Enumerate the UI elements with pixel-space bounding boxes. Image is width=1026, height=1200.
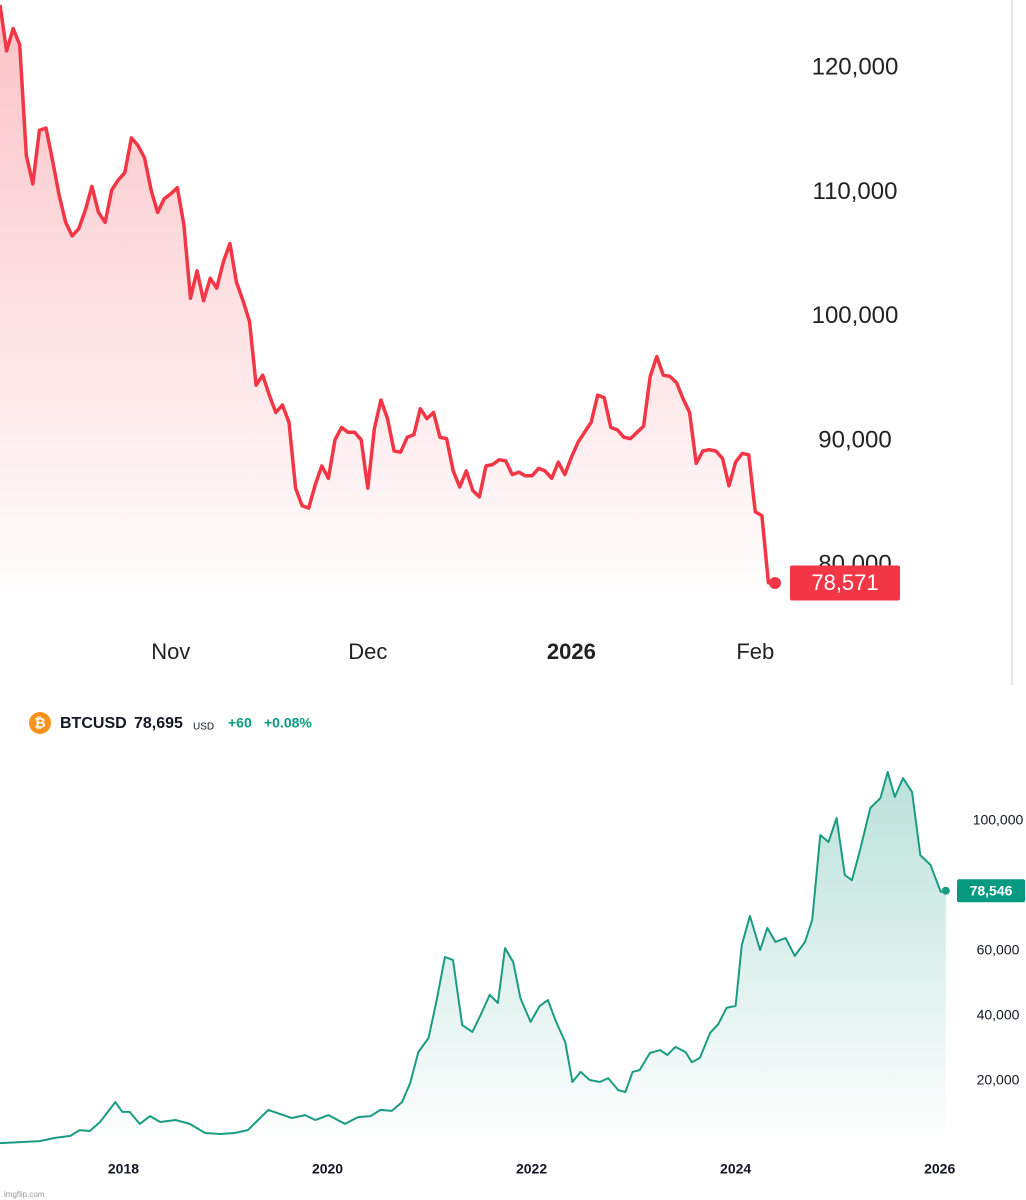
last-price-box	[957, 879, 1025, 903]
y-tick-label: 100,000	[973, 812, 1024, 828]
x-tick-label: Nov	[151, 639, 190, 664]
y-tick-label: 60,000	[977, 942, 1020, 958]
y-tick-label: 120,000	[812, 54, 899, 81]
x-tick-label: Feb	[736, 639, 774, 664]
price: 78,695	[134, 715, 183, 732]
price-line	[0, 770, 947, 1145]
y-tick-label: 40,000	[977, 1007, 1020, 1023]
bitcoin-glyph: ₿	[34, 715, 45, 731]
last-price-label: 78,546	[970, 882, 1013, 898]
last-price-label: 78,571	[811, 570, 878, 595]
currency: USD	[193, 722, 214, 733]
x-tick-label: 2022	[516, 1161, 547, 1177]
x-tick-label: 2024	[720, 1161, 751, 1177]
y-tick-label: 100,000	[812, 302, 899, 329]
last-price-dot	[769, 577, 781, 590]
area-fill	[0, 5, 775, 610]
x-tick-label: 2026	[547, 639, 596, 664]
area-fill	[0, 771, 946, 1146]
symbol: BTCUSD	[60, 715, 127, 732]
last-price-box	[790, 565, 900, 601]
y-tick-label: 110,000	[813, 178, 898, 205]
bitcoin-icon	[29, 712, 51, 734]
x-tick-label: 2020	[312, 1161, 343, 1177]
change-percent: +0.08%	[264, 715, 312, 731]
x-tick-label: 2026	[924, 1161, 955, 1177]
y-tick-label: 90,000	[818, 426, 891, 453]
x-tick-label: Dec	[348, 639, 387, 664]
y-tick-label: 20,000	[977, 1072, 1020, 1088]
watermark: imgflip.com	[4, 1190, 45, 1199]
last-price-dot	[941, 886, 950, 895]
change: +60	[228, 715, 252, 731]
price-line	[0, 4, 776, 585]
x-tick-label: 2018	[108, 1161, 139, 1177]
